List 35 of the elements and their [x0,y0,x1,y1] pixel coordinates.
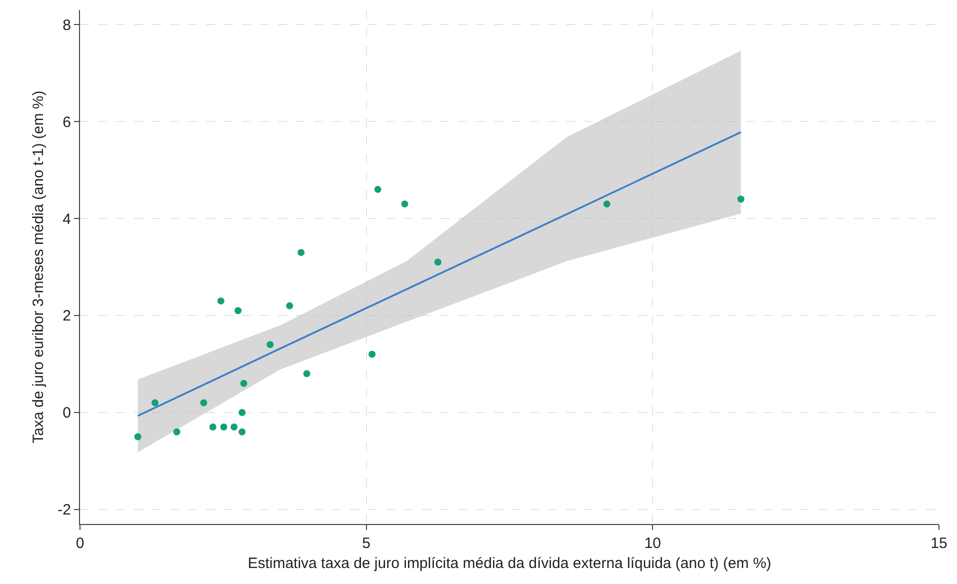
point [286,302,294,310]
x-tick-label: 5 [362,535,370,552]
point [200,399,208,406]
point [173,428,180,436]
y-tick-label: 6 [62,114,71,131]
point [134,433,142,440]
point [298,248,305,256]
y-tick-label: -2 [58,502,71,519]
point [238,428,246,436]
x-tick-label: 10 [644,535,662,552]
point [303,370,310,378]
x-tick-label: 0 [76,535,84,552]
x-tick-label: 15 [930,535,948,552]
y-tick-label: 2 [62,308,71,325]
y-tick-label: 0 [62,404,71,422]
point [209,424,216,431]
point [234,307,242,314]
point [220,424,228,431]
point [401,200,408,208]
line-series [136,131,742,417]
point [737,196,744,203]
y-tick-label: 8 [62,16,71,34]
point [603,200,610,208]
point [152,399,159,406]
x-axis-title: Estimativa taxa de juro implícita média da dívida externa líquida (ano t) (em %) [248,555,772,572]
y-tick-label: 4 [62,210,71,228]
point [238,408,246,416]
point [240,380,248,387]
point [434,258,442,266]
point [374,186,382,193]
point [217,297,224,304]
point [266,341,274,348]
point [230,424,238,431]
y-axis-title: Taxa de juro euribor 3-meses média (ano t-1) (em %) [30,90,47,444]
point [368,350,376,358]
